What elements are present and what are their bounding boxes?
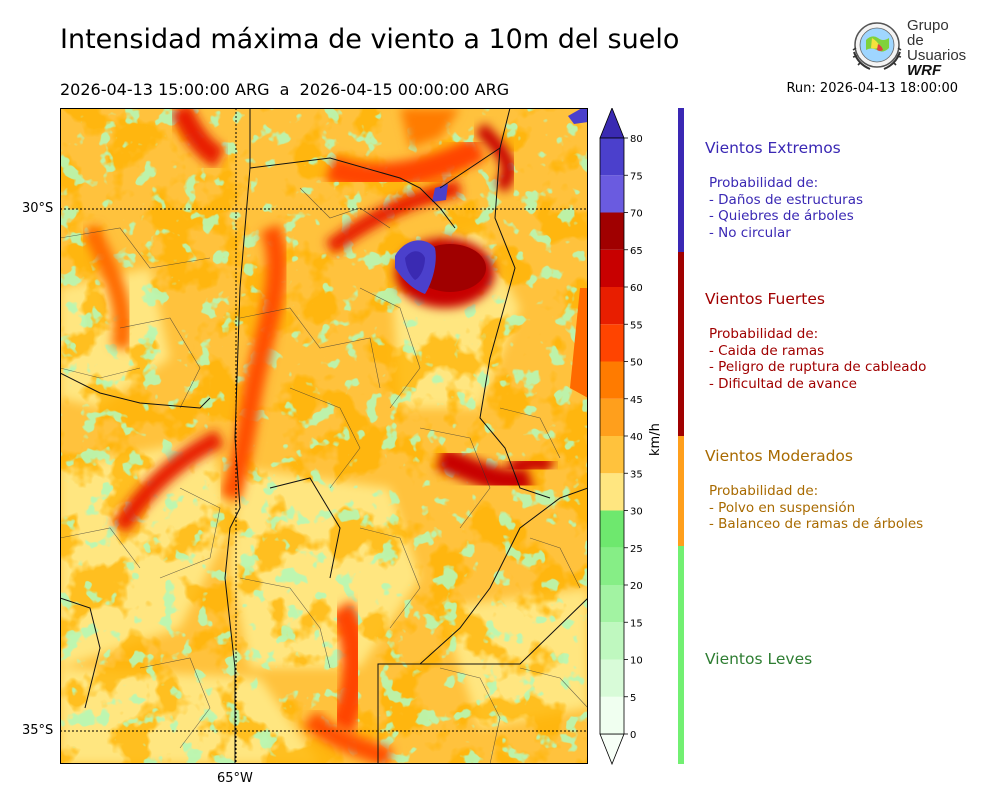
category-moderados: Vientos Moderados Probabilidad de: - Pol… [705, 447, 995, 533]
category-item: - Quiebres de árboles [709, 208, 854, 224]
logo-line-3: WRF [907, 62, 942, 79]
colorbar: 0 5 10 15 20 25 30 35 40 45 50 55 60 65 70 75 80 [599, 108, 643, 766]
probability-label: Probabilidad de: [709, 483, 819, 499]
colorbar-tick-label: 35 [630, 469, 643, 480]
colorbar-bin [600, 473, 624, 511]
colorbar-tick-label: 80 [630, 134, 643, 145]
colorbar-tick-label: 10 [630, 656, 643, 667]
period-separator: a [279, 80, 290, 99]
logo-text: Grupo de Usuarios WRF [907, 18, 968, 78]
province-borders [60, 108, 588, 764]
colorbar-bin [600, 398, 624, 436]
category-item: - Balanceo de ramas de árboles [709, 516, 924, 532]
colorbar-bin [600, 175, 624, 213]
colorbar-bin [600, 585, 624, 623]
category-item: - Daños de estructuras [709, 191, 864, 208]
category-description: Probabilidad de: - Polvo en suspensión -… [709, 483, 995, 533]
category-title: Vientos Leves [705, 650, 813, 668]
colorbar-bin [600, 361, 624, 399]
colorbar-tick-label: 50 [630, 358, 643, 369]
category-title: Vientos Extremos [705, 139, 841, 157]
colorbar-bin [600, 324, 624, 362]
colorbar-bin [600, 510, 624, 548]
colorbar-tick-label: 70 [630, 209, 643, 220]
colorbar-tick-label: 40 [630, 432, 643, 443]
map-title: Intensidad máxima de viento a 10m del su… [60, 24, 680, 55]
graticule [60, 108, 588, 764]
low-wind-patches [60, 108, 588, 764]
category-bar-moderados [678, 436, 684, 546]
department-borders [60, 187, 588, 764]
colorbar-bin [600, 547, 624, 585]
colorbar-tick-label: 30 [630, 507, 643, 518]
period-end: 2026-04-15 00:00:00 ARG [299, 80, 510, 99]
category-fuertes: Vientos Fuertes Probabilidad de: - Caida… [705, 290, 995, 392]
colorbar-bin [600, 436, 624, 474]
category-item: - Polvo en suspensión [709, 499, 856, 516]
map-frame [60, 108, 588, 764]
category-item: - Dificultad de avance [709, 375, 857, 392]
wind-map [60, 108, 588, 764]
lat-tick-35: 35°S [22, 723, 54, 738]
category-item: - No circular [709, 224, 791, 241]
logo-line-1: Grupo de [907, 17, 949, 49]
category-bar-fuertes [678, 252, 684, 436]
extreme-wind-core [395, 108, 588, 308]
colorbar-under-arrow [599, 733, 625, 766]
valid-period: 2026-04-13 15:00:00 ARG a 2026-04-15 00:… [60, 80, 509, 99]
colorbar-unit: km/h [648, 423, 663, 456]
lat-tick-30: 30°S [22, 201, 54, 216]
category-description: Probabilidad de: - Caida de ramas - Peli… [709, 326, 995, 392]
colorbar-tick-label: 15 [630, 618, 643, 629]
colorbar-tick-label: 0 [630, 730, 636, 741]
run-timestamp: Run: 2026-04-13 18:00:00 [786, 81, 958, 96]
colorbar-bin [600, 622, 624, 660]
colorbar-bin [600, 287, 624, 325]
colorbar-tick-label: 60 [630, 283, 643, 294]
category-extremos: Vientos Extremos Probabilidad de: - Daño… [705, 139, 995, 241]
category-bar-extremos [678, 108, 684, 252]
probability-label: Probabilidad de: [709, 326, 819, 342]
colorbar-tick-label: 55 [630, 320, 643, 331]
category-title: Vientos Fuertes [705, 290, 825, 308]
category-bar-leves [678, 546, 684, 764]
colorbar-bin [600, 249, 624, 287]
colorbar-tick-label: 75 [630, 171, 643, 182]
colorbar-bin [600, 659, 624, 697]
category-item: - Peligro de ruptura de cableado [709, 359, 927, 375]
colorbar-tick-label: 45 [630, 395, 643, 406]
globe-seal-icon [852, 22, 902, 70]
category-description: Probabilidad de: - Daños de estructuras … [709, 175, 995, 241]
colorbar-over-arrow [599, 108, 625, 139]
colorbar-tick-label: 65 [630, 246, 643, 257]
category-leves: Vientos Leves [705, 650, 995, 668]
period-start: 2026-04-13 15:00:00 ARG [60, 80, 270, 99]
colorbar-bin [600, 138, 624, 176]
colorbar-tick-label: 20 [630, 581, 643, 592]
logo-line-2: Usuarios [907, 47, 967, 64]
wrf-users-logo: Grupo de Usuarios WRF [848, 18, 968, 78]
probability-label: Probabilidad de: [709, 175, 819, 191]
colorbar-bin [600, 212, 624, 250]
category-item: - Caida de ramas [709, 342, 825, 359]
colorbar-tick-label: 25 [630, 544, 643, 555]
category-title: Vientos Moderados [705, 447, 853, 465]
colorbar-tick-label: 5 [630, 693, 636, 704]
colorbar-bin [600, 696, 624, 734]
lon-tick-65: 65°W [217, 771, 253, 786]
